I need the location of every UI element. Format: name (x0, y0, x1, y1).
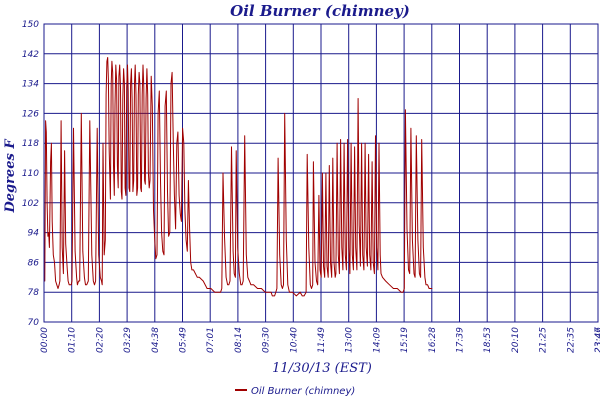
y-tick-label: 86 (28, 258, 40, 268)
x-tick-label: 10:40 (289, 327, 299, 353)
legend-label: Oil Burner (chimney) (251, 386, 355, 397)
x-tick-label: 18:53 (483, 327, 493, 353)
x-tick-label: 04:38 (151, 327, 161, 353)
x-tick-label: 13:00 (345, 327, 355, 353)
series-group (44, 57, 433, 297)
x-tick-label: 00:00 (40, 327, 50, 353)
x-tick-label: 14:09 (372, 327, 382, 353)
y-tick-label: 78 (28, 288, 40, 298)
y-tick-label: 94 (28, 229, 40, 239)
x-tick-label: 22:35 (566, 327, 576, 353)
x-tick-label: 08:14 (234, 327, 244, 353)
series-line (44, 57, 433, 297)
chart-title: Oil Burner (chimney) (230, 2, 410, 20)
x-tick-labels: 00:00 01:10 02:20 03:29 04:38 05:49 07:01 08:14… (40, 327, 600, 353)
y-tick-label: 102 (22, 199, 39, 209)
x-tick-label: 16:28 (428, 327, 438, 353)
x-tick-label: 05:49 (179, 327, 189, 353)
x-tick-label: 07:01 (206, 327, 216, 353)
x-tick-label: 01:10 (68, 327, 78, 353)
x-tick-label: 11:49 (317, 327, 327, 353)
legend: Oil Burner (chimney) (235, 386, 355, 397)
x-tick-label: 17:39 (456, 327, 466, 353)
x-tick-label: 15:19 (400, 327, 410, 353)
x-tick-label: 09:30 (262, 327, 272, 353)
x-tick-label: 20:10 (511, 327, 521, 353)
y-tick-label: 126 (22, 109, 39, 119)
x-tick-label: 02:20 (95, 327, 105, 353)
y-tick-label: 142 (22, 50, 39, 60)
y-tick-label: 118 (22, 139, 39, 149)
plot-frame (43, 23, 599, 323)
y-tick-label: 70 (28, 318, 40, 328)
y-tick-labels: 70 78 86 94 102 110 118 126 134 142 150 (22, 20, 39, 328)
y-axis-title: Degrees F (3, 139, 18, 214)
y-tick-label: 134 (22, 80, 39, 90)
x-tick-label: 23:46 (594, 327, 600, 353)
x-tick-label: 23:47 (594, 327, 600, 353)
x-tick-label: 03:29 (123, 327, 133, 353)
y-tick-label: 110 (22, 169, 39, 179)
y-tick-label: 150 (22, 20, 39, 30)
x-tick-label: 21:25 (539, 327, 549, 353)
x-axis-title: 11/30/13 (EST) (272, 361, 372, 376)
